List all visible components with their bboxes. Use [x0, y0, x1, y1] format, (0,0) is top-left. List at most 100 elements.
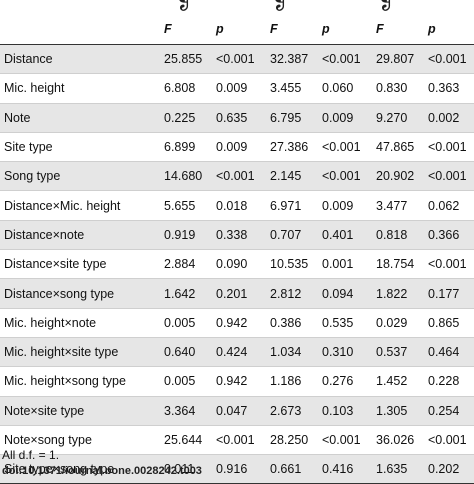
table-row: Mic. height×note 0.005 0.942 0.386 0.535 0.02…: [0, 308, 474, 338]
cell-p: 0.009: [318, 190, 372, 221]
table-row: Song type 14.680 <0.001 2.145 <0.001 20.902 <0…: [0, 161, 474, 192]
cell-f: 1.452: [372, 366, 424, 397]
cell-p: <0.001: [212, 44, 266, 75]
cell-f: 27.386: [266, 132, 318, 163]
row-term: Distance: [0, 44, 160, 75]
cell-f: 1.642: [160, 278, 212, 309]
cell-p: 0.338: [212, 220, 266, 251]
table-footnote: All d.f. = 1.: [2, 448, 60, 462]
row-term: Distance×Mic. height: [0, 190, 160, 221]
cell-f: 18.754: [372, 249, 424, 280]
cell-p: 0.865: [424, 308, 474, 338]
cell-p: 0.009: [318, 103, 372, 133]
table-row: Note 0.225 0.635 6.795 0.009 9.270 0.002: [0, 103, 474, 133]
cell-p: 0.942: [212, 366, 266, 397]
cell-p: 0.228: [424, 366, 474, 397]
table-row: Distance 25.855 <0.001 32.387 <0.001 29.807 <0…: [0, 44, 474, 75]
cell-p: <0.001: [424, 132, 474, 163]
cell-f: 0.005: [160, 366, 212, 397]
row-term: Distance×site type: [0, 249, 160, 280]
table-row: Distance×Mic. height 5.655 0.018 6.971 0.009…: [0, 190, 474, 221]
cell-f: 0.225: [160, 103, 212, 133]
cell-p: 0.009: [212, 132, 266, 163]
cell-f: 6.899: [160, 132, 212, 163]
row-term: Distance×song type: [0, 278, 160, 309]
cell-f: 3.364: [160, 396, 212, 426]
cell-p: <0.001: [212, 161, 266, 192]
cell-p: <0.001: [318, 161, 372, 192]
cell-p: <0.001: [212, 425, 266, 456]
cell-p: 0.094: [318, 278, 372, 309]
cell-f: 1.186: [266, 366, 318, 397]
cell-p: <0.001: [318, 425, 372, 456]
cell-p: 0.401: [318, 220, 372, 251]
cell-p: <0.001: [424, 249, 474, 280]
cell-p: 0.416: [318, 454, 372, 484]
header-p: p: [318, 14, 372, 45]
header-f: F: [266, 14, 318, 45]
cell-f: 0.537: [372, 337, 424, 368]
cell-p: <0.001: [424, 44, 474, 75]
cell-f: 6.795: [266, 103, 318, 133]
row-term: Note×song type: [0, 425, 160, 456]
cell-f: 3.455: [266, 73, 318, 104]
cell-p: 0.942: [212, 308, 266, 338]
cell-f: 20.902: [372, 161, 424, 192]
clipped-column-heading-glyph: ❡: [378, 0, 395, 12]
header-f: F: [160, 14, 212, 45]
cell-f: 2.673: [266, 396, 318, 426]
table-row: Distance×song type 1.642 0.201 2.812 0.094 1.…: [0, 278, 474, 309]
cell-f: 25.644: [160, 425, 212, 456]
header-term: [0, 14, 160, 45]
cell-f: 2.145: [266, 161, 318, 192]
table-row: Note×site type 3.364 0.047 2.673 0.103 1.305 0…: [0, 396, 474, 426]
cell-f: 0.661: [266, 454, 318, 484]
cell-f: 0.386: [266, 308, 318, 338]
row-term: Mic. height×note: [0, 308, 160, 338]
cell-p: 0.009: [212, 73, 266, 104]
cell-f: 47.865: [372, 132, 424, 163]
cell-f: 1.822: [372, 278, 424, 309]
row-term: Note×site type: [0, 396, 160, 426]
clipped-column-heading-glyph: ❡: [272, 0, 289, 12]
cell-f: 2.884: [160, 249, 212, 280]
cell-f: 1.034: [266, 337, 318, 368]
cell-p: 0.276: [318, 366, 372, 397]
cell-f: 10.535: [266, 249, 318, 280]
header-p: p: [424, 14, 474, 45]
table-row: Mic. height×song type 0.005 0.942 1.186 0.27…: [0, 366, 474, 397]
table-row: Mic. height×site type 0.640 0.424 1.034 0.31…: [0, 337, 474, 368]
cell-f: 32.387: [266, 44, 318, 75]
row-term: Mic. height×site type: [0, 337, 160, 368]
anova-table: F p F p F p Distance 25.855 <0.001 32.387 <0…: [0, 14, 474, 484]
table-header-row: F p F p F p: [0, 14, 474, 45]
cell-f: 6.808: [160, 73, 212, 104]
cell-p: 0.002: [424, 103, 474, 133]
cell-f: 6.971: [266, 190, 318, 221]
cell-p: 0.103: [318, 396, 372, 426]
cell-f: 3.477: [372, 190, 424, 221]
cell-p: 0.060: [318, 73, 372, 104]
row-term: Mic. height: [0, 73, 160, 104]
header-p: p: [212, 14, 266, 45]
row-term: Distance×note: [0, 220, 160, 251]
clipped-column-heading-glyph: ❡: [176, 0, 193, 12]
cell-f: 5.655: [160, 190, 212, 221]
cell-p: 0.047: [212, 396, 266, 426]
cell-f: 1.635: [372, 454, 424, 484]
cell-p: 0.201: [212, 278, 266, 309]
table-row: Distance×note 0.919 0.338 0.707 0.401 0.818 0.…: [0, 220, 474, 251]
cell-f: 36.026: [372, 425, 424, 456]
cell-p: 0.254: [424, 396, 474, 426]
cell-f: 0.640: [160, 337, 212, 368]
row-term: Note: [0, 103, 160, 133]
cell-f: 0.818: [372, 220, 424, 251]
cell-p: <0.001: [318, 44, 372, 75]
cell-f: 0.707: [266, 220, 318, 251]
header-f: F: [372, 14, 424, 45]
row-term: Site type: [0, 132, 160, 163]
cell-f: 29.807: [372, 44, 424, 75]
cell-f: 25.855: [160, 44, 212, 75]
cell-p: 0.635: [212, 103, 266, 133]
cell-f: 1.305: [372, 396, 424, 426]
